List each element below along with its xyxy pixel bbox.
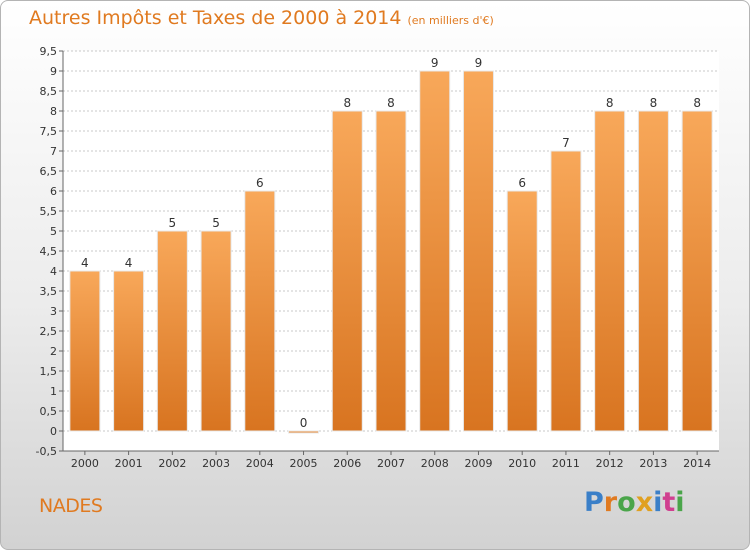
x-tick-label-2004: 2004: [246, 457, 274, 470]
data-label-2007: 8: [387, 96, 395, 110]
y-tick-label: 7,5: [40, 125, 58, 138]
logo-letter: x: [635, 487, 654, 518]
data-label-2003: 5: [212, 216, 220, 230]
y-tick-label: 8: [50, 105, 57, 118]
logo-letter: r: [603, 487, 618, 518]
bar-2008: [419, 70, 451, 432]
x-tick-label-2005: 2005: [290, 457, 318, 470]
y-tick-label: 3: [50, 305, 57, 318]
logo-letter: i: [653, 487, 663, 518]
bar-2006: [331, 110, 363, 432]
proxiti-logo: Proxiti: [584, 487, 685, 518]
y-tick-label: 6: [50, 185, 57, 198]
y-tick-label: 0: [50, 425, 57, 438]
x-tick-label-2013: 2013: [639, 457, 667, 470]
y-tick-label: 6,5: [40, 165, 58, 178]
x-tick-label-2000: 2000: [71, 457, 99, 470]
y-tick-label: 1: [50, 385, 57, 398]
bar-2000: [69, 270, 101, 432]
bar-2004: [244, 190, 276, 432]
bar-2001: [113, 270, 145, 432]
bar-2003: [200, 230, 232, 432]
y-tick-label: -0,5: [36, 445, 57, 458]
logo-letter: o: [617, 487, 636, 518]
data-label-2008: 9: [431, 56, 439, 70]
bar-2010: [506, 190, 538, 432]
data-label-2005: 0: [300, 416, 308, 430]
y-tick-label: 2,5: [40, 325, 58, 338]
x-tick-label-2001: 2001: [115, 457, 143, 470]
logo-letter: t: [662, 487, 676, 518]
y-tick-label: 4: [50, 265, 57, 278]
y-tick-label: 1,5: [40, 365, 58, 378]
x-tick-label-2003: 2003: [202, 457, 230, 470]
chart-unit: (en milliers d'€): [407, 14, 494, 27]
data-label-2010: 6: [518, 176, 526, 190]
y-tick-label: 8,5: [40, 85, 58, 98]
x-tick-label-2009: 2009: [464, 457, 492, 470]
y-tick-label: 9,5: [40, 45, 58, 58]
x-tick-label-2008: 2008: [421, 457, 449, 470]
data-label-2009: 9: [475, 56, 483, 70]
bar-2007: [375, 110, 407, 432]
bar-2013: [637, 110, 669, 432]
data-label-2001: 4: [125, 256, 133, 270]
bar-2014: [681, 110, 713, 432]
y-tick-label: 5: [50, 225, 57, 238]
commune-name: NADES: [39, 495, 103, 517]
data-label-2004: 6: [256, 176, 264, 190]
y-tick-label: 3,5: [40, 285, 58, 298]
y-tick-label: 9: [50, 65, 57, 78]
y-tick-label: 2: [50, 345, 57, 358]
logo-letter: P: [584, 487, 604, 518]
x-tick-label-2006: 2006: [333, 457, 361, 470]
x-tick-label-2010: 2010: [508, 457, 536, 470]
y-tick-label: 5,5: [40, 205, 58, 218]
data-label-2012: 8: [606, 96, 614, 110]
bar-2012: [594, 110, 626, 432]
x-tick-label-2014: 2014: [683, 457, 711, 470]
x-tick-label-2011: 2011: [552, 457, 580, 470]
y-tick-label: 4,5: [40, 245, 58, 258]
x-tick-label-2002: 2002: [158, 457, 186, 470]
logo-letter: i: [675, 487, 685, 518]
bar-2009: [462, 70, 494, 432]
x-tick-label-2012: 2012: [596, 457, 624, 470]
chart-title-text: Autres Impôts et Taxes de 2000 à 2014: [29, 7, 402, 29]
data-label-2013: 8: [650, 96, 658, 110]
data-label-2014: 8: [693, 96, 701, 110]
data-label-2002: 5: [169, 216, 177, 230]
data-label-2000: 4: [81, 256, 89, 270]
bar-2011: [550, 150, 582, 432]
bar-2002: [156, 230, 188, 432]
data-label-2011: 7: [562, 136, 570, 150]
bar-2005: [288, 430, 320, 434]
chart-title: Autres Impôts et Taxes de 2000 à 2014 (en…: [29, 7, 494, 29]
y-tick-label: 0,5: [40, 405, 58, 418]
y-tick-label: 7: [50, 145, 57, 158]
x-tick-label-2007: 2007: [377, 457, 405, 470]
data-label-2006: 8: [343, 96, 351, 110]
